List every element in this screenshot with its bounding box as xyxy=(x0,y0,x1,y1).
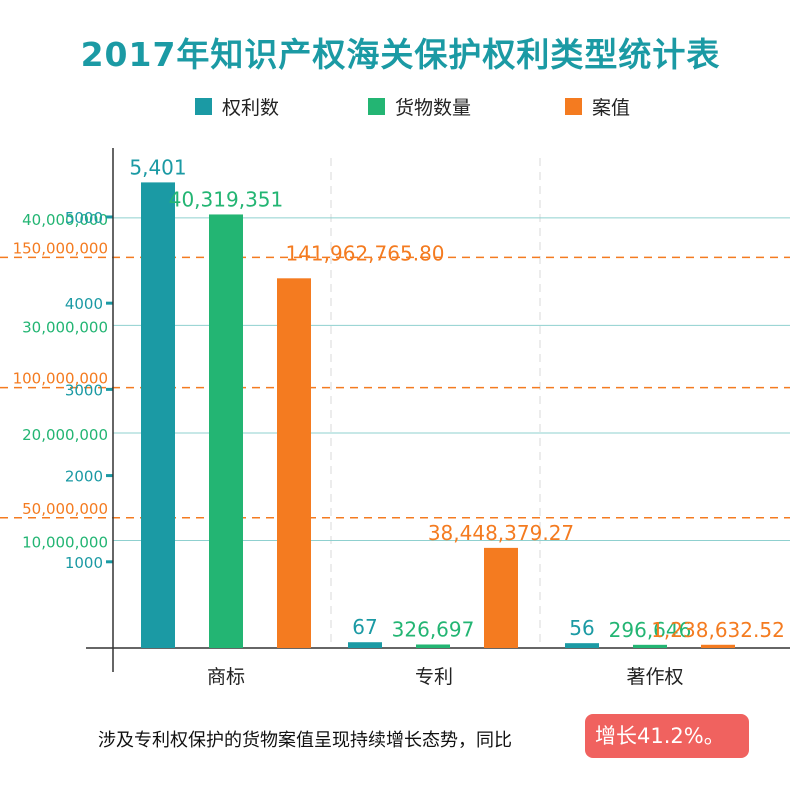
bar-value-1 xyxy=(484,547,518,648)
data-label-value-0: 141,962,765.80 xyxy=(285,241,444,265)
legend-item-goods: 货物数量 xyxy=(368,93,471,120)
legend-swatch-goods xyxy=(368,98,385,115)
bar-goods-2 xyxy=(633,644,667,648)
tick-label-value-2: 150,000,000 xyxy=(13,239,108,257)
growth-badge: 增长41.2%。 xyxy=(585,714,749,758)
tick-label-value-1: 100,000,000 xyxy=(13,370,108,388)
tick-label-rights-3: 4000 xyxy=(65,295,103,313)
tick-label-value-0: 50,000,000 xyxy=(22,500,108,518)
bar-value-0 xyxy=(277,278,311,648)
legend-swatch-value xyxy=(565,98,582,115)
legend-label-rights: 权利数 xyxy=(222,97,280,119)
category-label-1: 专利 xyxy=(415,666,453,688)
legend-label-value: 案值 xyxy=(592,97,631,119)
category-label-2: 著作权 xyxy=(626,666,683,688)
data-label-goods-2: 296,646 xyxy=(609,618,692,642)
tick-label-goods-2: 30,000,000 xyxy=(22,318,108,336)
bar-chart: 10,000,000 20,000,000 30,000,000 40,000,000… xyxy=(0,148,790,688)
tick-label-goods-3: 40,000,000 xyxy=(22,211,108,229)
category-label-0: 商标 xyxy=(207,666,245,688)
legend-item-value: 案值 xyxy=(565,93,630,120)
bar-goods-0 xyxy=(209,214,243,648)
data-label-goods-1: 326,697 xyxy=(392,617,475,641)
tick-label-rights-4: 5000 xyxy=(65,209,103,227)
bar-rights-2 xyxy=(565,643,599,648)
legend-swatch-rights xyxy=(195,98,212,115)
footer-text: 涉及专利权保护的货物案值呈现持续增长态势，同比 xyxy=(98,730,512,751)
tick-label-rights-2: 3000 xyxy=(65,381,103,399)
bar-goods-1 xyxy=(416,644,450,648)
bar-value-2 xyxy=(701,644,735,648)
data-label-value-1: 38,448,379.27 xyxy=(428,521,574,545)
legend-label-goods: 货物数量 xyxy=(395,97,472,119)
data-label-value-2: 1,238,632.52 xyxy=(651,618,785,642)
tick-label-goods-1: 20,000,000 xyxy=(22,426,108,444)
bar-rights-1 xyxy=(348,642,382,648)
legend: 权利数 货物数量 案值 xyxy=(0,93,801,121)
data-label-rights-2: 56 xyxy=(569,616,594,640)
tick-label-rights-1: 2000 xyxy=(65,468,103,486)
footer: 涉及专利权保护的货物案值呈现持续增长态势，同比 增长41.2%。 xyxy=(0,712,801,760)
data-label-rights-1: 67 xyxy=(352,615,377,639)
legend-item-rights: 权利数 xyxy=(195,93,279,120)
data-label-rights-0: 5,401 xyxy=(129,155,186,179)
bar-rights-0 xyxy=(141,182,175,648)
data-label-goods-0: 40,319,351 xyxy=(169,187,284,211)
tick-label-rights-0: 1000 xyxy=(65,554,103,572)
chart-title: 2017年知识产权海关保护权利类型统计表 xyxy=(80,35,721,74)
tick-label-goods-0: 10,000,000 xyxy=(22,533,108,551)
